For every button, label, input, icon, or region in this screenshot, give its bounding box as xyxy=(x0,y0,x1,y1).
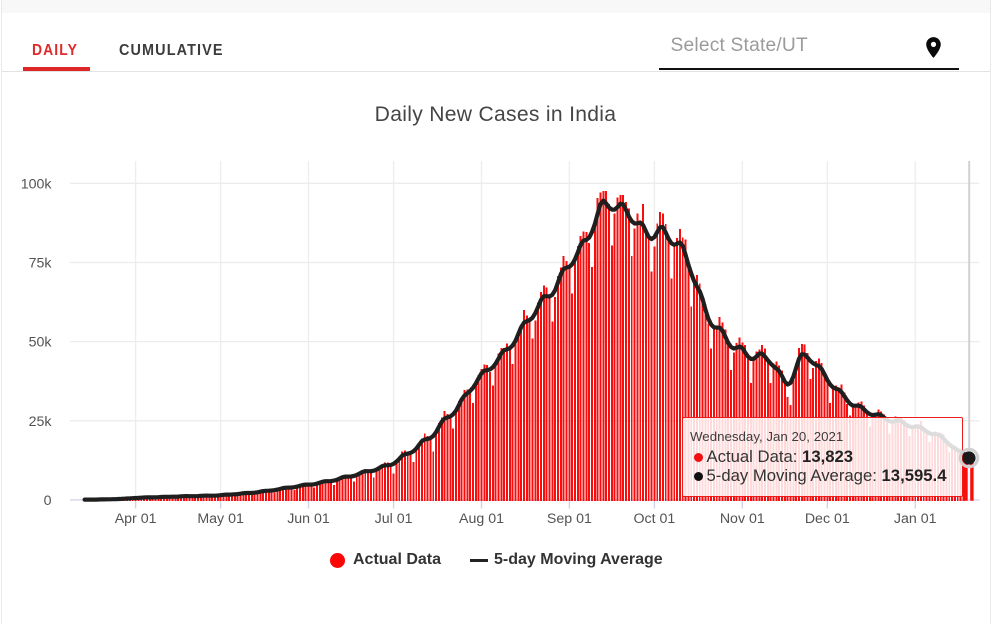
svg-text:100k: 100k xyxy=(21,176,53,192)
svg-text:50k: 50k xyxy=(29,335,53,351)
svg-text:Jan 01: Jan 01 xyxy=(894,511,937,527)
svg-text:Sep 01: Sep 01 xyxy=(547,511,592,527)
svg-text:Oct 01: Oct 01 xyxy=(634,511,676,527)
svg-text:Dec 01: Dec 01 xyxy=(805,511,850,527)
svg-text:Aug 01: Aug 01 xyxy=(459,511,504,527)
svg-text:Nov 01: Nov 01 xyxy=(720,511,765,527)
svg-text:May 01: May 01 xyxy=(197,511,244,527)
svg-text:Apr 01: Apr 01 xyxy=(115,511,157,527)
svg-text:75k: 75k xyxy=(29,256,53,272)
svg-text:Jun 01: Jun 01 xyxy=(287,511,330,527)
svg-text:25k: 25k xyxy=(29,414,53,430)
svg-text:0: 0 xyxy=(44,493,52,509)
svg-text:Jul 01: Jul 01 xyxy=(375,511,413,527)
